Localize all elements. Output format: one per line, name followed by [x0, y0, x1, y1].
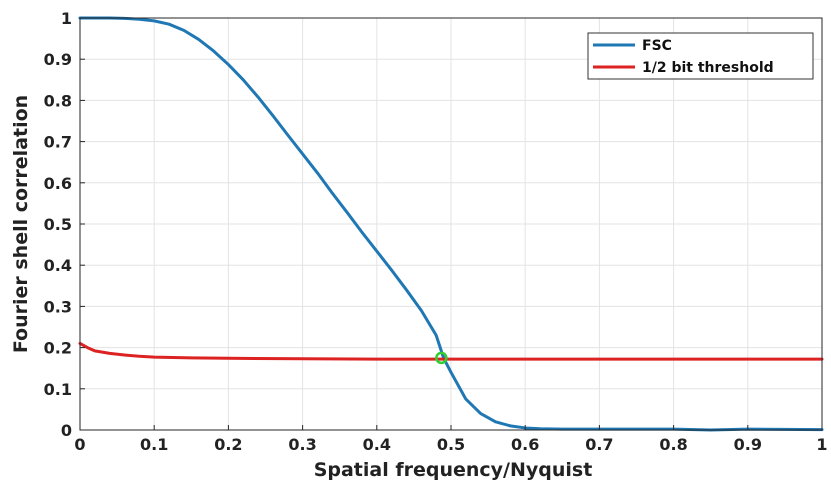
- legend-label-threshold: 1/2 bit threshold: [642, 60, 774, 76]
- x-axis-label: Spatial frequency/Nyquist: [314, 459, 593, 481]
- marker-layer: [435, 351, 448, 365]
- x-tick-label: 0.6: [511, 435, 539, 454]
- y-tick-label: 0.3: [44, 297, 72, 316]
- y-tick-label: 0.6: [44, 174, 72, 193]
- y-tick-label: 0.2: [44, 339, 72, 358]
- y-tick-label: 0.5: [44, 215, 72, 234]
- y-tick-label: 0: [61, 421, 72, 440]
- y-tick-label: 1: [61, 9, 72, 28]
- series-line-fsc: [78, 16, 824, 432]
- series-line-threshold: [78, 341, 824, 361]
- x-tick-label: 0.9: [734, 435, 762, 454]
- x-tick-label: 0.2: [214, 435, 242, 454]
- intersection-marker: [435, 351, 448, 365]
- legend: FSC 1/2 bit threshold: [587, 32, 814, 80]
- x-tick-label: 0.3: [288, 435, 316, 454]
- x-tick-label: 0: [74, 435, 85, 454]
- x-tick-label: 0.1: [140, 435, 168, 454]
- y-tick-label: 0.1: [44, 380, 72, 399]
- legend-box: [587, 32, 814, 80]
- x-tick-label: 0.5: [437, 435, 465, 454]
- y-tick-label: 0.4: [44, 256, 72, 275]
- y-tick-label: 0.8: [44, 91, 72, 110]
- legend-label-fsc: FSC: [642, 38, 672, 54]
- series-layer: [78, 16, 824, 432]
- y-tick-label: 0.7: [44, 133, 72, 152]
- x-tick-label: 0.7: [585, 435, 613, 454]
- axes: [79, 17, 823, 431]
- x-tick-label: 0.8: [659, 435, 687, 454]
- x-tick-label: 1: [816, 435, 827, 454]
- tick-labels: 0 0.1 0.2 0.3 0.4 0.5 0.6 0.7 0.8 0.9 1 0 0.1 0.2 0.3 0…: [44, 9, 828, 454]
- y-axis-label: Fourier shell correlation: [10, 95, 32, 353]
- x-tick-label: 0.4: [363, 435, 391, 454]
- y-tick-label: 0.9: [44, 50, 72, 69]
